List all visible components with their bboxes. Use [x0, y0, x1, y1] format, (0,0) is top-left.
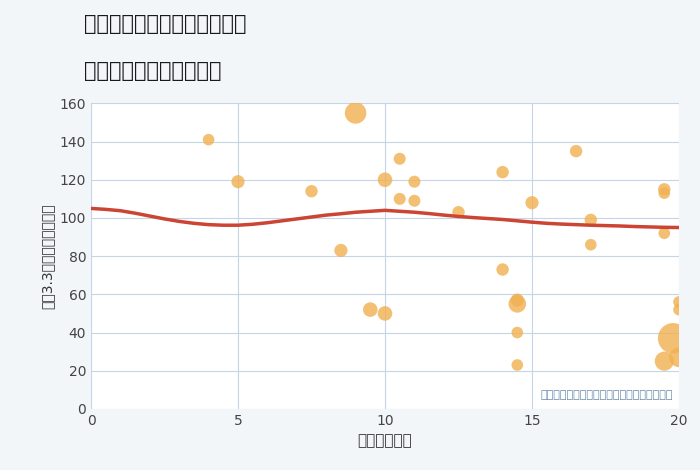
Point: [570, 148, 582, 155]
Point: [526, 199, 538, 206]
Point: [673, 353, 685, 361]
Point: [659, 186, 670, 193]
Point: [365, 306, 376, 313]
Text: 福岡県福岡市西区宇田川原の: 福岡県福岡市西区宇田川原の: [84, 14, 246, 34]
Point: [659, 229, 670, 237]
Point: [394, 155, 405, 163]
Point: [585, 241, 596, 249]
Point: [585, 216, 596, 224]
Point: [379, 176, 391, 183]
Text: 円の大きさは、取引のあった物件面積を示す: 円の大きさは、取引のあった物件面積を示す: [540, 390, 673, 400]
Point: [512, 296, 523, 304]
Point: [512, 329, 523, 337]
Point: [306, 188, 317, 195]
Point: [232, 178, 244, 186]
Point: [512, 300, 523, 308]
Point: [409, 178, 420, 186]
Point: [497, 168, 508, 176]
Point: [497, 266, 508, 273]
Point: [659, 357, 670, 365]
Point: [203, 136, 214, 143]
X-axis label: 駅距離（分）: 駅距離（分）: [358, 433, 412, 448]
Point: [394, 195, 405, 203]
Point: [453, 209, 464, 216]
Point: [409, 197, 420, 204]
Y-axis label: 坪（3.3㎡）単価（万円）: 坪（3.3㎡）単価（万円）: [40, 204, 54, 309]
Point: [379, 310, 391, 317]
Point: [673, 298, 685, 306]
Point: [512, 361, 523, 369]
Point: [335, 247, 346, 254]
Point: [673, 306, 685, 313]
Point: [350, 109, 361, 117]
Point: [668, 335, 679, 342]
Text: 駅距離別中古戸建て価格: 駅距離別中古戸建て価格: [84, 61, 221, 81]
Point: [659, 189, 670, 197]
